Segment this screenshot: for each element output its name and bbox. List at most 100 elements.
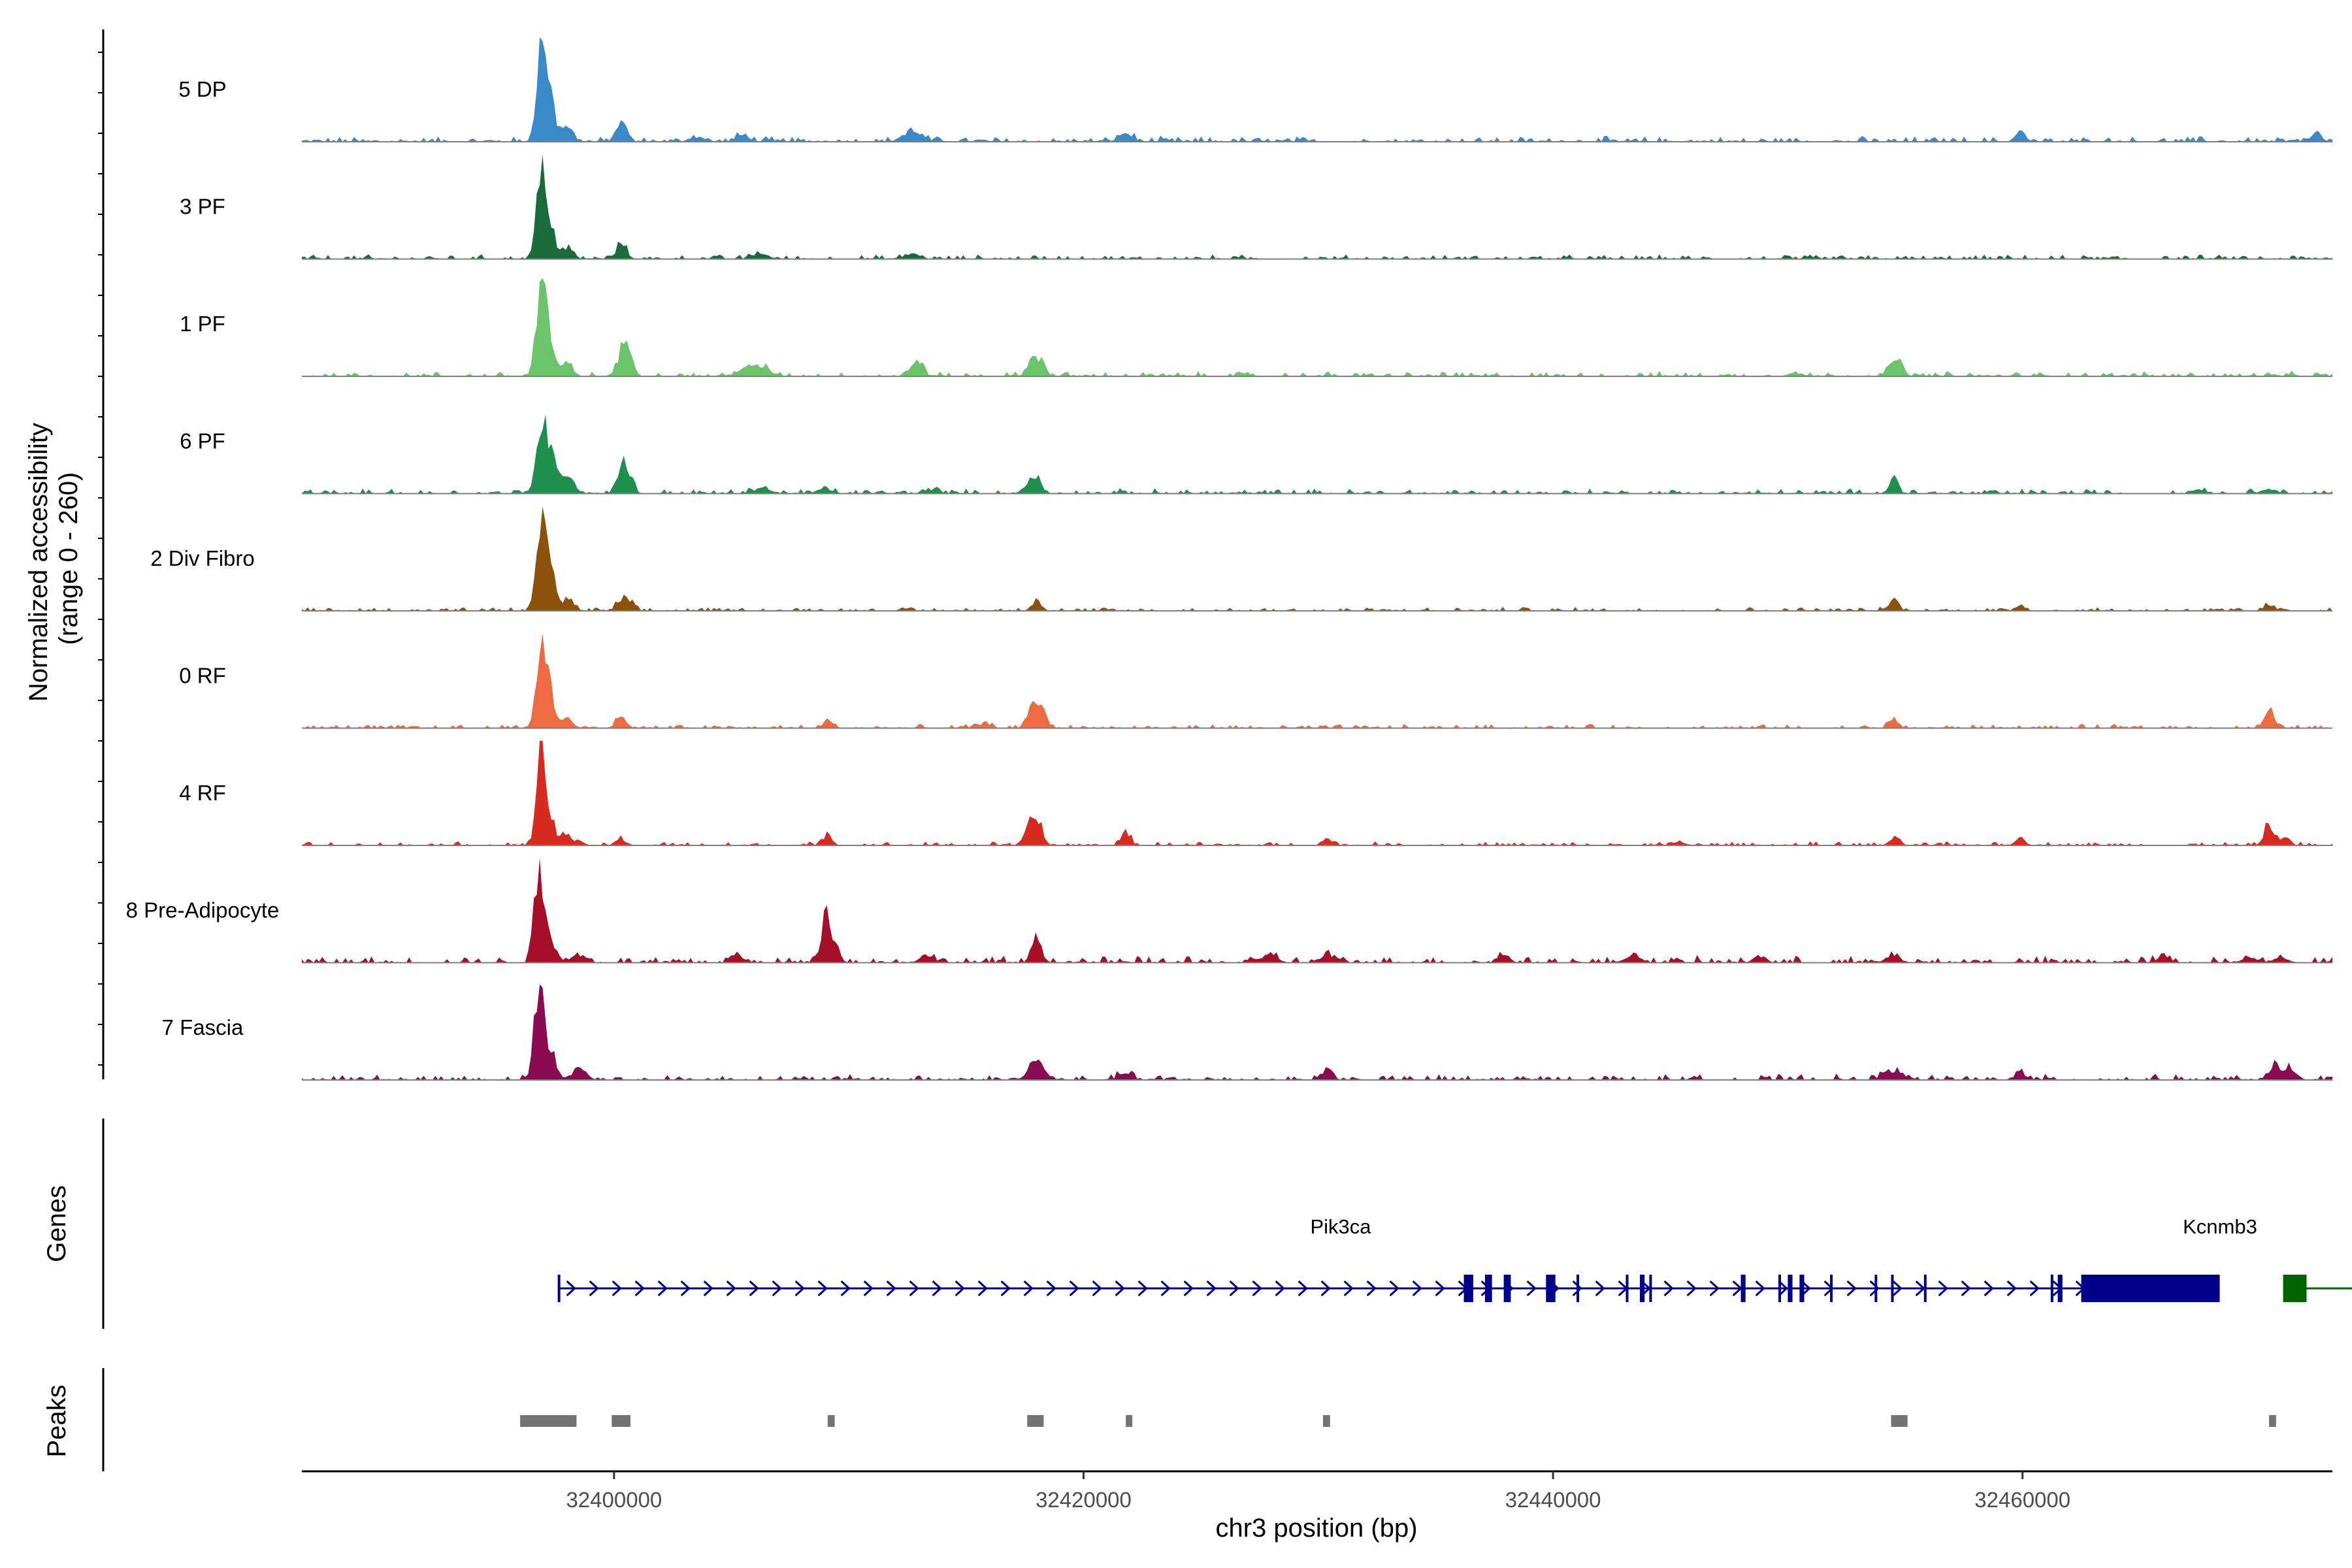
x-axis-ticks: 32400000 32420000 32440000 32460000	[566, 1471, 2070, 1512]
gene-exon	[1576, 1275, 1580, 1302]
gene-exon	[2050, 1275, 2053, 1302]
strand-arrow	[1206, 1280, 1217, 1297]
x-tick-label: 32460000	[1974, 1488, 2070, 1512]
peak-region	[1891, 1415, 1908, 1427]
strand-arrow	[1320, 1280, 1331, 1297]
strand-arrow	[1298, 1280, 1308, 1297]
strand-arrow	[863, 1280, 874, 1297]
strand-arrow	[589, 1280, 599, 1297]
strand-arrow	[1892, 1280, 1903, 1297]
strand-arrow	[1526, 1280, 1537, 1297]
track-3-pf: 3 PF	[180, 154, 2332, 260]
gene-exon	[1546, 1275, 1556, 1302]
peak-region	[2268, 1415, 2276, 1427]
gene-exon	[1778, 1275, 1782, 1302]
gene-exon	[1740, 1275, 1746, 1302]
gene-pik3ca: Pik3ca	[557, 1215, 2220, 1302]
x-axis-title: chr3 position (bp)	[1215, 1514, 1417, 1543]
strand-arrow	[1092, 1280, 1102, 1297]
track-6-pf: 6 PF	[180, 414, 2332, 495]
track-5-dp: 5 DP	[178, 37, 2332, 142]
strand-arrow	[886, 1280, 896, 1297]
strand-arrow	[909, 1280, 919, 1297]
peak-region	[1126, 1415, 1133, 1427]
y-axis-title-line2: (range 0 - 260)	[54, 472, 83, 645]
strand-arrow	[1366, 1280, 1377, 1297]
strand-arrow	[2029, 1280, 2040, 1297]
gene-exon	[1788, 1275, 1793, 1302]
peaks-section-label: Peaks	[42, 1384, 71, 1457]
coverage-y-ticks	[98, 52, 103, 1066]
gene-exon	[1484, 1275, 1492, 1302]
strand-arrow	[1023, 1280, 1034, 1297]
strand-arrow	[2006, 1280, 2017, 1297]
track-label: 4 RF	[179, 781, 226, 805]
genes-section-label: Genes	[42, 1185, 71, 1262]
strand-arrow	[1046, 1280, 1056, 1297]
gene-exon	[557, 1275, 561, 1302]
gene-exon	[1640, 1275, 1645, 1302]
strand-arrow	[1069, 1280, 1079, 1297]
gene-label: Kcnmb3	[2183, 1215, 2257, 1238]
track-0-rf: 0 RF	[179, 633, 2332, 729]
strand-arrow	[1229, 1280, 1239, 1297]
track-4-rf: 4 RF	[179, 741, 2332, 846]
strand-arrow	[749, 1280, 759, 1297]
x-tick-label: 32420000	[1036, 1488, 1132, 1512]
track-label: 0 RF	[179, 664, 226, 688]
strand-arrow	[1389, 1280, 1399, 1297]
strand-arrow	[1984, 1280, 1994, 1297]
strand-arrow	[955, 1280, 965, 1297]
gene-label: Pik3ca	[1310, 1215, 1371, 1238]
strand-arrow	[657, 1280, 668, 1297]
x-tick-label: 32440000	[1505, 1488, 1601, 1512]
strand-arrow	[1160, 1280, 1171, 1297]
strand-arrow	[772, 1280, 782, 1297]
strand-arrow	[1115, 1280, 1125, 1297]
strand-arrow	[794, 1280, 805, 1297]
track-label: 1 PF	[180, 312, 225, 336]
strand-arrow	[1435, 1280, 1445, 1297]
strand-arrow	[1801, 1280, 1811, 1297]
gene-exon	[1503, 1275, 1511, 1302]
strand-arrow	[1938, 1280, 1948, 1297]
strand-arrow	[1183, 1280, 1194, 1297]
y-axis-title-line1: Normalized accessibility	[24, 423, 53, 702]
track-label: 8 Pre-Adipocyte	[126, 898, 280, 923]
strand-arrow	[1572, 1280, 1582, 1297]
strand-arrow	[817, 1280, 828, 1297]
strand-arrow	[932, 1280, 942, 1297]
x-tick-label: 32400000	[566, 1488, 662, 1512]
peak-region	[612, 1415, 631, 1427]
track-label: 7 Fascia	[162, 1015, 244, 1039]
strand-arrow	[1252, 1280, 1262, 1297]
strand-arrow	[566, 1280, 576, 1297]
gene-exon	[2057, 1275, 2063, 1302]
strand-arrow	[612, 1280, 622, 1297]
strand-arrow	[1137, 1280, 1148, 1297]
gene-exon	[1830, 1275, 1833, 1302]
peak-region	[520, 1415, 577, 1427]
strand-arrow	[634, 1280, 645, 1297]
gene-exon	[1923, 1275, 1927, 1302]
track-7-fascia: 7 Fascia	[162, 984, 2332, 1081]
strand-arrow	[1709, 1280, 1720, 1297]
strand-arrow	[1343, 1280, 1354, 1297]
strand-arrow	[1869, 1280, 1880, 1297]
strand-arrow	[840, 1280, 851, 1297]
strand-arrow	[1778, 1280, 1788, 1297]
strand-arrow	[680, 1280, 691, 1297]
strand-arrow	[1275, 1280, 1285, 1297]
coverage-tracks: 5 DP 3 PF 1 PF 6 PF 2 Div Fibro 0 RF 4 RF 8 Pre…	[126, 37, 2332, 1081]
gene-exon	[1874, 1275, 1878, 1302]
gene-annotations: Pik3ca Kcnmb3	[557, 1215, 2352, 1302]
gene-exon	[1799, 1275, 1805, 1302]
track-label: 6 PF	[180, 429, 225, 453]
peak-region	[827, 1415, 835, 1427]
gene-kcnmb3: Kcnmb3	[2183, 1215, 2352, 1302]
strand-arrow	[726, 1280, 736, 1297]
gene-exon	[1649, 1275, 1652, 1302]
strand-arrow	[703, 1280, 713, 1297]
